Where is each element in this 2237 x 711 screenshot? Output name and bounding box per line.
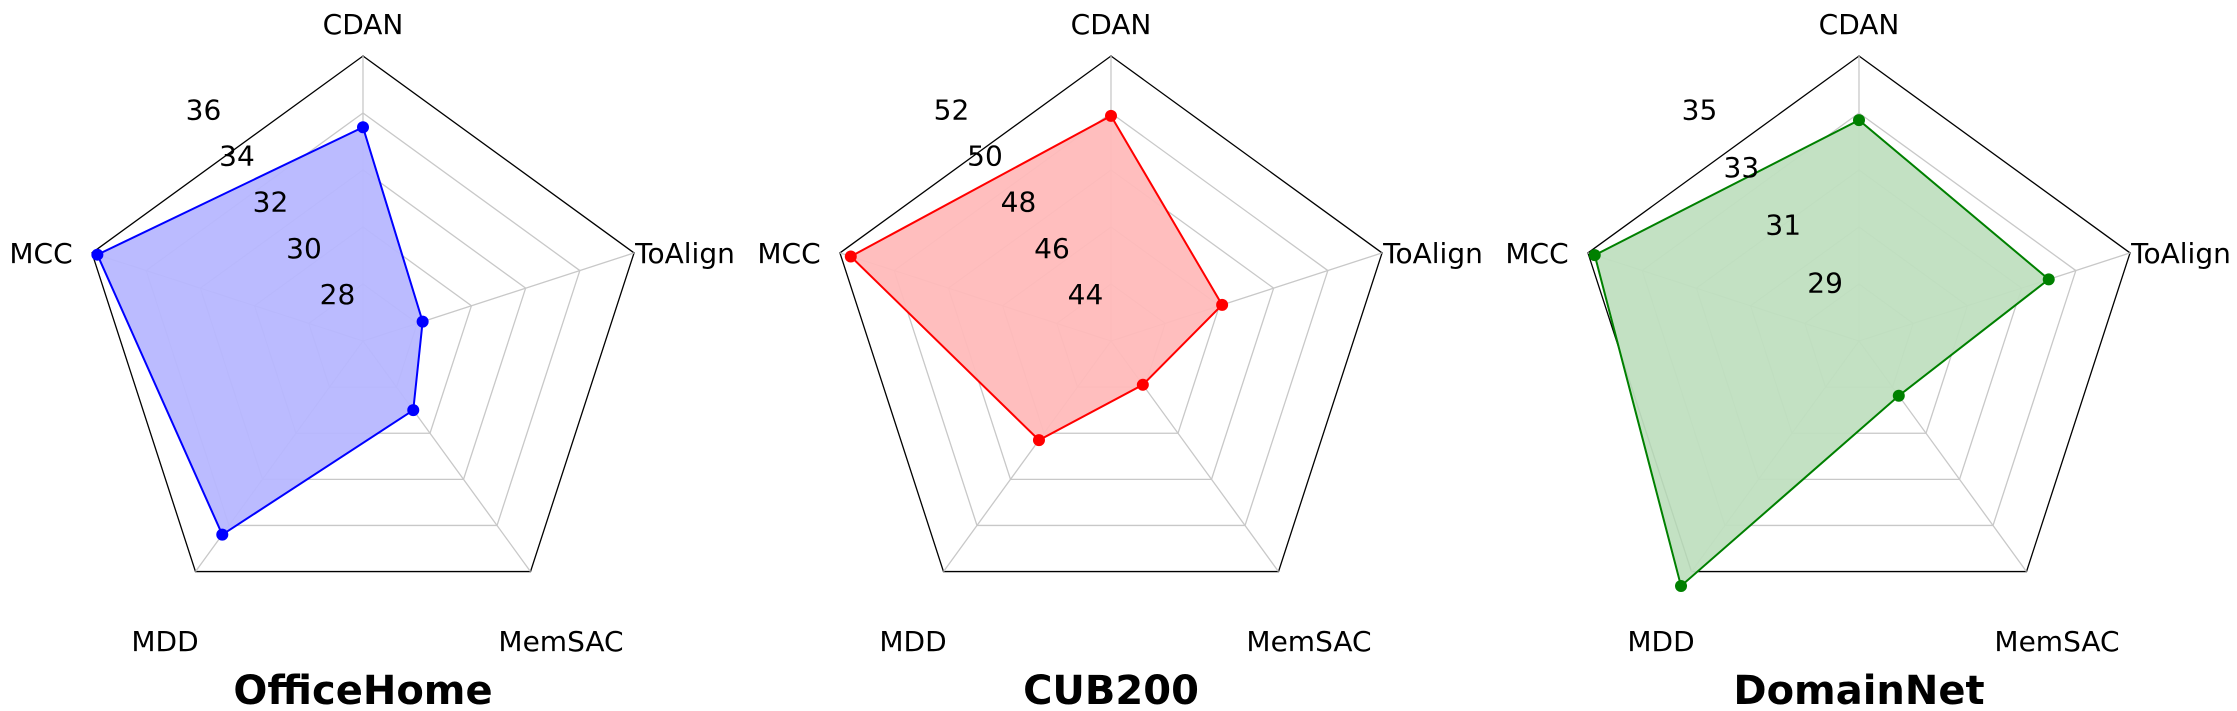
axis-label-toalign: ToAlign bbox=[2130, 237, 2231, 270]
tick-label: 34 bbox=[219, 140, 255, 173]
outer-frame bbox=[1587, 55, 2131, 573]
tick-label: 33 bbox=[1724, 151, 1760, 184]
data-area bbox=[849, 114, 1224, 442]
data-point-memsac bbox=[1892, 389, 1905, 402]
chart-title: OfficeHome bbox=[233, 668, 492, 711]
tick-label: 44 bbox=[1068, 278, 1104, 311]
radar-chart-1: 28 30 32 34 36 CDAN ToAlign MemSAC MDD MCC OfficeH… bbox=[9, 8, 734, 711]
tick-label: 31 bbox=[1765, 209, 1801, 242]
axis-label-toalign: ToAlign bbox=[634, 237, 735, 270]
tick-label: 30 bbox=[286, 232, 322, 265]
data-point-mdd bbox=[1675, 579, 1688, 592]
axis-label-mcc: MCC bbox=[1505, 237, 1568, 270]
tick-label: 36 bbox=[186, 93, 222, 126]
tick-label: 46 bbox=[1034, 232, 1070, 265]
tick-label: 52 bbox=[934, 93, 970, 126]
axis-label-mcc: MCC bbox=[757, 237, 820, 270]
tick-label: 29 bbox=[1807, 266, 1843, 299]
data-area bbox=[1593, 118, 2051, 588]
data-point-memsac bbox=[407, 404, 420, 417]
data-point-toalign bbox=[1216, 298, 1229, 311]
data-point-toalign bbox=[2042, 273, 2055, 286]
outer-frame bbox=[91, 55, 635, 573]
tick-label: 48 bbox=[1001, 186, 1037, 219]
data-point-toalign bbox=[416, 315, 429, 328]
data-point-mcc bbox=[91, 248, 104, 261]
axis-label-cdan: CDAN bbox=[1819, 8, 1900, 41]
data-point-mcc bbox=[1588, 249, 1601, 262]
axis-label-mcc: MCC bbox=[9, 237, 72, 270]
data-point-cdan bbox=[357, 121, 369, 134]
tick-label: 32 bbox=[253, 186, 289, 219]
axis-label-cdan: CDAN bbox=[1071, 8, 1152, 41]
data-point-cdan bbox=[1853, 114, 1865, 127]
axis-label-memsac: MemSAC bbox=[1246, 625, 1371, 658]
data-point-mdd bbox=[216, 528, 229, 541]
data-point-memsac bbox=[1136, 378, 1149, 391]
tick-label: 28 bbox=[320, 278, 356, 311]
axis-label-mdd: MDD bbox=[879, 625, 946, 658]
axis-label-memsac: MemSAC bbox=[498, 625, 623, 658]
chart-title: CUB200 bbox=[1023, 668, 1199, 711]
axis-label-mdd: MDD bbox=[131, 625, 198, 658]
axis-label-cdan: CDAN bbox=[323, 8, 404, 41]
data-point-mdd bbox=[1032, 434, 1045, 447]
axis-label-mdd: MDD bbox=[1627, 625, 1694, 658]
radar-chart-2: 44 46 48 50 52 CDAN ToAlign MemSAC MDD MCC CUB200 bbox=[757, 8, 1482, 711]
outer-frame bbox=[839, 55, 1383, 573]
tick-label: 35 bbox=[1682, 93, 1718, 126]
data-point-mcc bbox=[844, 250, 857, 263]
chart-title: DomainNet bbox=[1733, 668, 1984, 711]
axis-label-toalign: ToAlign bbox=[1382, 237, 1483, 270]
axis-label-memsac: MemSAC bbox=[1994, 625, 2119, 658]
data-area bbox=[96, 125, 424, 537]
tick-label: 50 bbox=[967, 140, 1003, 173]
data-point-cdan bbox=[1105, 109, 1117, 122]
